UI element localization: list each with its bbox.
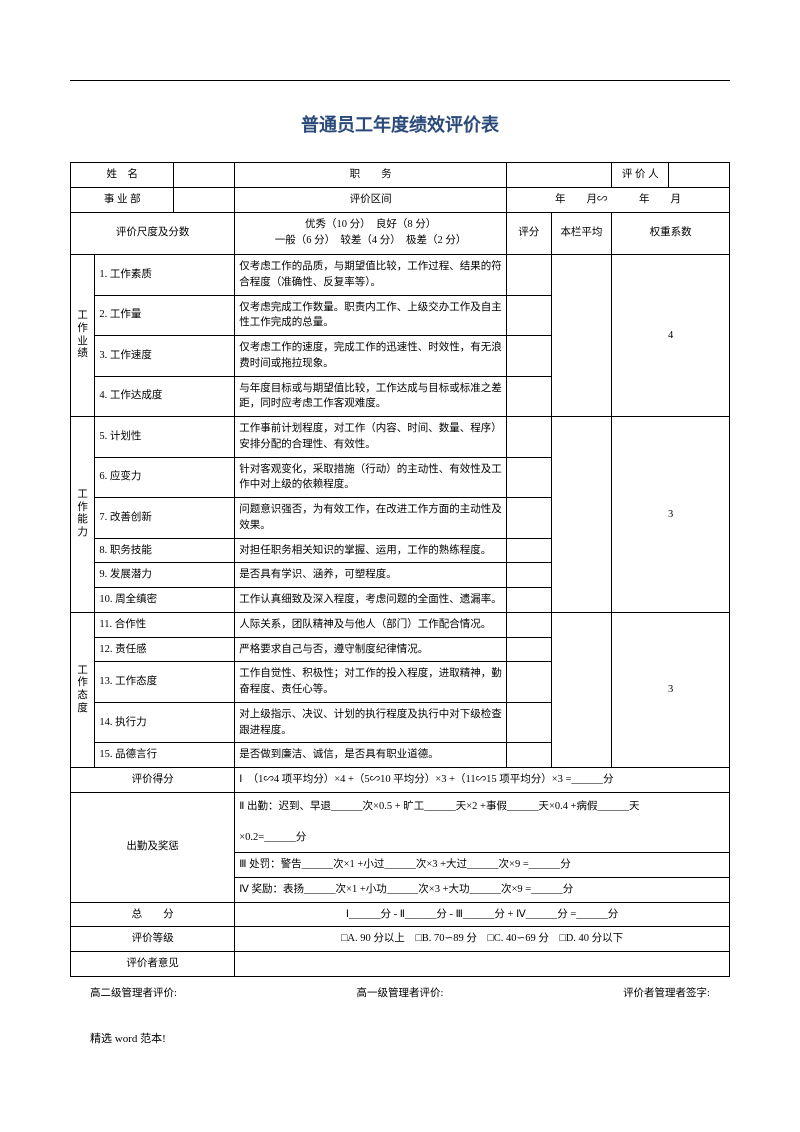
name-label: 姓 名 (71, 163, 174, 188)
section-2-weight: 3 (612, 417, 730, 613)
item-9-no: 9. 发展潜力 (95, 563, 235, 588)
item-4-no: 4. 工作达成度 (95, 376, 235, 417)
score-legend-1: 优秀（10 分） 良好（8 分） (305, 219, 436, 230)
item-1-desc: 仅考虑工作的品质，与期望值比较，工作过程、结果的符合程度（准确性、反复率等）。 (235, 255, 507, 296)
position-label: 职 务 (235, 163, 507, 188)
period-label: 评价区间 (235, 187, 507, 212)
section-1-avg[interactable] (551, 255, 612, 417)
item-10-score[interactable] (506, 588, 551, 613)
section-3-weight: 3 (612, 612, 730, 767)
attendance-label: 出勤及奖惩 (71, 792, 235, 902)
item-10-desc: 工作认真细致及深入程度，考虑问题的全面性、遗漏率。 (235, 588, 507, 613)
item-7-desc: 问题意识强否，为有效工作，在改进工作方面的主动性及效果。 (235, 498, 507, 539)
division-field[interactable] (174, 187, 235, 212)
item-15-score[interactable] (506, 743, 551, 768)
item-5-desc: 工作事前计划程度，对工作（内容、时间、数量、程序）安排分配的合理性、有效性。 (235, 417, 507, 458)
item-2-desc: 仅考虑完成工作数量。职责内工作、上级交办工作及自主性工作完成的总量。 (235, 295, 507, 336)
item-11-no: 11. 合作性 (95, 612, 235, 637)
item-3-desc: 仅考虑工作的速度，完成工作的迅速性、时效性，有无浪费时间或拖拉现象。 (235, 336, 507, 377)
criteria-label: 评价尺度及分数 (71, 212, 235, 255)
item-13-desc: 工作自觉性、积极性；对工作的投入程度，进取精神，勤奋程度、责任心等。 (235, 662, 507, 703)
item-4-desc: 与年度目标或与期望值比较，工作达成与目标或标准之差距，同时应考虑工作客观难度。 (235, 376, 507, 417)
name-field[interactable] (174, 163, 235, 188)
section-2-label: 工作能力 (71, 417, 95, 613)
opinion-label: 评价者意见 (71, 952, 235, 977)
item-14-score[interactable] (506, 702, 551, 743)
grade-text: □A. 90 分以上 □B. 70∽89 分 □C. 40∽69 分 □D. 4… (235, 927, 730, 952)
item-8-score[interactable] (506, 538, 551, 563)
col-avg: 本栏平均 (551, 212, 612, 255)
item-15-no: 15. 品德言行 (95, 743, 235, 768)
section-3-label: 工作态度 (71, 612, 95, 767)
item-3-score[interactable] (506, 336, 551, 377)
item-2-no: 2. 工作量 (95, 295, 235, 336)
sig-2: 高一级管理者评价: (357, 985, 444, 1000)
score-legend: 优秀（10 分） 良好（8 分） 一般（6 分） 较差（4 分） 极差（2 分） (235, 212, 507, 255)
item-11-desc: 人际关系，团队精神及与他人（部门）工作配合情况。 (235, 612, 507, 637)
grade-label: 评价等级 (71, 927, 235, 952)
item-12-score[interactable] (506, 637, 551, 662)
item-14-no: 14. 执行力 (95, 702, 235, 743)
position-field[interactable] (506, 163, 611, 188)
page-title: 普通员工年度绩效评价表 (70, 111, 730, 137)
item-6-desc: 针对客观变化，采取措施（行动）的主动性、有效性及工作中对上级的依赖程度。 (235, 457, 507, 498)
item-7-score[interactable] (506, 498, 551, 539)
att-l1b: ×0.2=______分 (239, 832, 306, 843)
opinion-field[interactable] (235, 952, 730, 977)
item-14-desc: 对上级指示、决议、计划的执行程度及执行中对下级检查跟进程度。 (235, 702, 507, 743)
header-rule (70, 80, 730, 81)
att-l1: Ⅱ 出勤：迟到、早退______次×0.5 + 旷工______天×2 +事假_… (239, 801, 639, 812)
watermark: 精选 word 范本! (70, 1030, 730, 1046)
section-1-label: 工作业绩 (71, 255, 95, 417)
item-9-desc: 是否具有学识、涵养，可塑程度。 (235, 563, 507, 588)
attendance-line3: Ⅳ 奖励：表扬______次×1 +小功______次×3 +大功______次… (235, 877, 730, 902)
sig-3: 评价者管理者签字: (623, 985, 710, 1000)
item-6-score[interactable] (506, 457, 551, 498)
formula-text: Ⅰ （1∽4 项平均分）×4 +（5∽10 平均分）×3 +（11∽15 项平均… (235, 768, 730, 793)
item-10-no: 10. 周全缜密 (95, 588, 235, 613)
item-8-desc: 对担任职务相关知识的掌握、运用，工作的熟练程度。 (235, 538, 507, 563)
period-field[interactable]: 年 月∽ 年 月 (506, 187, 729, 212)
section-3-avg[interactable] (551, 612, 612, 767)
item-7-no: 7. 改善创新 (95, 498, 235, 539)
signature-row: 高二级管理者评价: 高一级管理者评价: 评价者管理者签字: (70, 985, 730, 1000)
col-score: 评分 (506, 212, 551, 255)
attendance-line1: Ⅱ 出勤：迟到、早退______次×0.5 + 旷工______天×2 +事假_… (235, 792, 730, 852)
total-label: 总 分 (71, 902, 235, 927)
evaluator-field[interactable] (669, 163, 730, 188)
item-5-no: 5. 计划性 (95, 417, 235, 458)
formula-label: 评价得分 (71, 768, 235, 793)
division-label: 事 业 部 (71, 187, 174, 212)
attendance-line2: Ⅲ 处罚：警告______次×1 +小过______次×3 +大过______次… (235, 853, 730, 878)
item-13-no: 13. 工作态度 (95, 662, 235, 703)
item-12-no: 12. 责任感 (95, 637, 235, 662)
item-5-score[interactable] (506, 417, 551, 458)
item-3-no: 3. 工作速度 (95, 336, 235, 377)
col-weight: 权重系数 (612, 212, 730, 255)
item-13-score[interactable] (506, 662, 551, 703)
item-1-score[interactable] (506, 255, 551, 296)
section-1-weight: 4 (612, 255, 730, 417)
sig-1: 高二级管理者评价: (90, 985, 177, 1000)
item-9-score[interactable] (506, 563, 551, 588)
evaluation-table: 姓 名 职 务 评 价 人 事 业 部 评价区间 年 月∽ 年 月 评价尺度及分… (70, 162, 730, 977)
item-6-no: 6. 应变力 (95, 457, 235, 498)
score-legend-2: 一般（6 分） 较差（4 分） 极差（2 分） (275, 235, 467, 246)
evaluator-label: 评 价 人 (612, 163, 669, 188)
item-15-desc: 是否做到廉洁、诚信，是否具有职业道德。 (235, 743, 507, 768)
item-2-score[interactable] (506, 295, 551, 336)
item-4-score[interactable] (506, 376, 551, 417)
section-2-avg[interactable] (551, 417, 612, 613)
item-12-desc: 严格要求自己与否，遵守制度纪律情况。 (235, 637, 507, 662)
total-text: Ⅰ______分 - Ⅱ______分 - Ⅲ______分 + Ⅳ______… (235, 902, 730, 927)
item-8-no: 8. 职务技能 (95, 538, 235, 563)
item-11-score[interactable] (506, 612, 551, 637)
item-1-no: 1. 工作素质 (95, 255, 235, 296)
